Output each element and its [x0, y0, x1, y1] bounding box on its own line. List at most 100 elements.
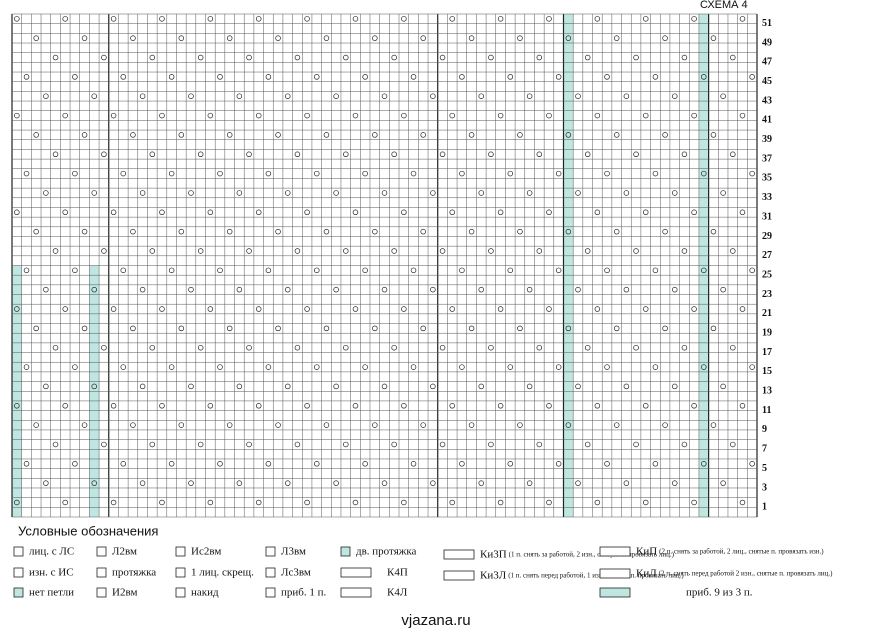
scheme-title: СХЕМА 4: [700, 0, 748, 11]
stitch-symbol: [255, 499, 262, 506]
stitch-symbol: [488, 151, 494, 158]
stitch-symbol: [72, 267, 78, 274]
stitch-symbol: [62, 499, 68, 506]
stitch-symbol: [178, 35, 185, 41]
row-number: 17: [762, 347, 772, 358]
stitch-symbol: [420, 228, 426, 235]
stitch-symbol: [33, 132, 39, 138]
legend-label: дв. протяжка: [356, 546, 417, 558]
stitch-symbol: [459, 364, 465, 370]
stitch-symbol: [343, 151, 349, 158]
stitch-symbol: [188, 93, 194, 99]
row-number: 25: [762, 269, 772, 280]
stitch-symbol: [623, 383, 630, 390]
stitch-symbol: [642, 499, 649, 506]
stitch-symbol: [546, 306, 552, 312]
stitch-symbol: [101, 344, 107, 351]
stitch-symbol: [362, 267, 368, 274]
stitch-symbol: [652, 267, 659, 274]
stitch-symbol: [72, 170, 78, 177]
stitch-symbol: [372, 228, 378, 235]
stitch-symbol: [633, 54, 639, 61]
legend-label: Лс3вм: [281, 567, 311, 579]
stitch-symbol: [430, 190, 436, 196]
stitch-symbol: [430, 480, 436, 486]
stitch-symbol: [294, 54, 301, 61]
stitch-symbol: [710, 325, 717, 332]
stitch-symbol: [652, 364, 659, 370]
stitch-symbol: [81, 422, 88, 428]
row-number: 21: [762, 308, 772, 319]
stitch-symbol: [584, 441, 591, 448]
legend-label: Л3вм: [281, 546, 306, 558]
row-number: 5: [762, 463, 767, 474]
stitch-symbol: [565, 132, 572, 138]
stitch-symbol: [255, 306, 262, 312]
stitch-symbol: [159, 306, 165, 312]
stitch-symbol: [681, 151, 688, 158]
stitch-symbol: [323, 132, 330, 138]
legend-icon: [13, 567, 24, 578]
stitch-symbol: [749, 74, 755, 80]
row-number: 11: [762, 405, 771, 416]
stitch-symbol: [275, 35, 281, 41]
stitch-symbol: [217, 364, 223, 370]
stitch-symbol: [226, 228, 233, 235]
stitch-symbol: [613, 422, 620, 428]
stitch-symbol: [546, 112, 552, 119]
stitch-symbol: [410, 267, 417, 274]
stitch-symbol: [14, 306, 20, 312]
stitch-symbol: [23, 461, 30, 467]
legend-icon: [265, 567, 276, 578]
stitch-symbol: [130, 35, 136, 41]
stitch-symbol: [323, 325, 330, 332]
stitch-symbol: [110, 306, 117, 312]
stitch-symbol: [701, 461, 707, 467]
stitch-symbol: [110, 499, 117, 506]
stitch-symbol: [265, 364, 272, 370]
stitch-symbol: [43, 480, 49, 486]
stitch-symbol: [81, 35, 88, 41]
site-footer: vjazana.ru: [401, 612, 470, 629]
stitch-symbol: [265, 74, 272, 80]
stitch-symbol: [130, 132, 136, 138]
stitch-symbol: [517, 132, 523, 138]
stitch-symbol: [333, 286, 339, 293]
stitch-symbol: [246, 248, 252, 254]
stitch-symbol: [352, 499, 359, 506]
stitch-symbol: [110, 403, 117, 409]
stitch-symbol: [188, 190, 194, 196]
stitch-symbol: [594, 306, 601, 312]
stitch-symbol: [343, 441, 349, 448]
stitch-symbol: [294, 441, 301, 448]
stitch-symbol: [604, 267, 610, 274]
stitch-symbol: [565, 228, 572, 235]
legend-label: К4П: [387, 567, 408, 579]
stitch-symbol: [439, 441, 446, 448]
stitch-symbol: [110, 16, 117, 22]
stitch-symbol: [372, 35, 378, 41]
row-number: 43: [762, 95, 772, 106]
stitch-symbol: [420, 422, 426, 428]
stitch-symbol: [52, 248, 59, 254]
legend-icon: [340, 567, 372, 578]
stitch-symbol: [207, 209, 214, 216]
stitch-symbol: [536, 344, 543, 351]
stitch-symbol: [565, 422, 572, 428]
stitch-symbol: [681, 344, 688, 351]
stitch-symbol: [284, 190, 291, 196]
stitch-symbol: [401, 16, 407, 22]
stitch-symbol: [226, 35, 233, 41]
stitch-symbol: [468, 228, 475, 235]
stitch-symbol: [507, 461, 514, 467]
stitch-symbol: [372, 132, 378, 138]
legend-label: КиЛ: [636, 568, 657, 580]
stitch-symbol: [584, 344, 591, 351]
stitch-symbol: [333, 383, 339, 390]
stitch-symbol: [362, 461, 368, 467]
stitch-symbol: [749, 461, 755, 467]
stitch-symbol: [468, 132, 475, 138]
stitch-symbol: [652, 74, 659, 80]
row-number: 23: [762, 289, 772, 300]
